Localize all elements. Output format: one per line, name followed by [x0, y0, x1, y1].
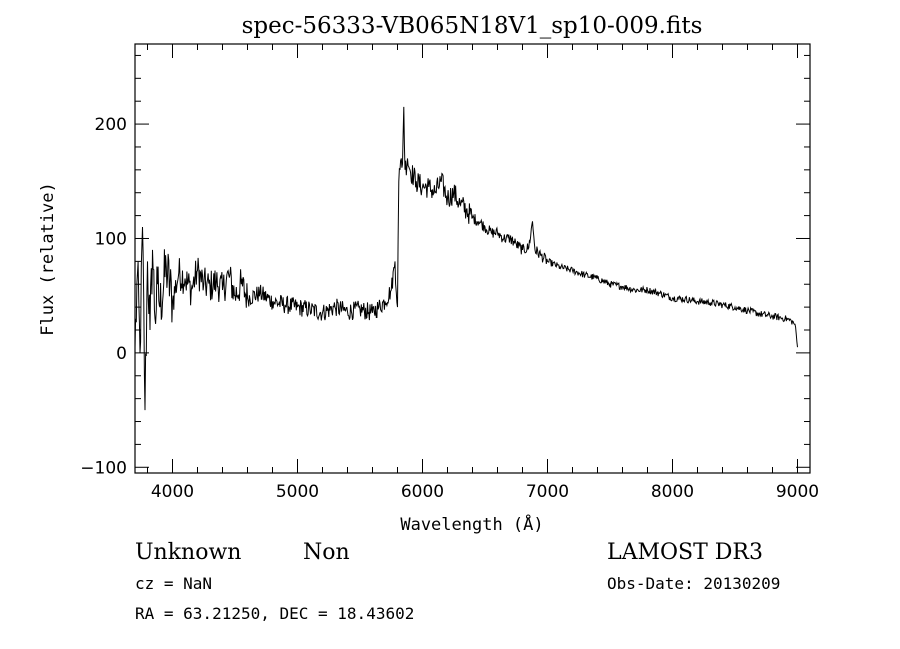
x-tick-label: 4000	[151, 482, 194, 502]
y-tick-label: 200	[95, 115, 127, 135]
axis-ticks	[135, 44, 810, 473]
y-tick-label: −100	[80, 458, 127, 478]
x-tick-label: 5000	[276, 482, 319, 502]
plot-frame	[134, 43, 811, 474]
coords-label: RA = 63.21250, DEC = 18.43602	[135, 604, 414, 623]
class-label: Unknown	[135, 540, 241, 565]
x-tick-label: 8000	[651, 482, 694, 502]
subclass-label: Non	[303, 540, 350, 565]
spectrum-series-line	[134, 106, 798, 411]
y-tick-labels: −100 0 100 200	[80, 115, 127, 478]
y-tick-label: 0	[116, 344, 127, 364]
x-tick-label: 6000	[401, 482, 444, 502]
survey-label: LAMOST DR3	[607, 540, 763, 565]
chart-title: spec-56333-VB065N18V1_sp10-009.fits	[242, 13, 703, 39]
y-axis-label: Flux (relative)	[38, 182, 58, 336]
x-tick-labels: 4000 5000 6000 7000 8000 9000	[151, 482, 819, 502]
x-tick-label: 9000	[776, 482, 819, 502]
obs-date-label: Obs-Date: 20130209	[607, 574, 780, 593]
x-tick-label: 7000	[526, 482, 569, 502]
cz-label: cz = NaN	[135, 574, 212, 593]
x-axis-label: Wavelength (Å)	[400, 513, 543, 535]
y-tick-label: 100	[95, 229, 127, 249]
